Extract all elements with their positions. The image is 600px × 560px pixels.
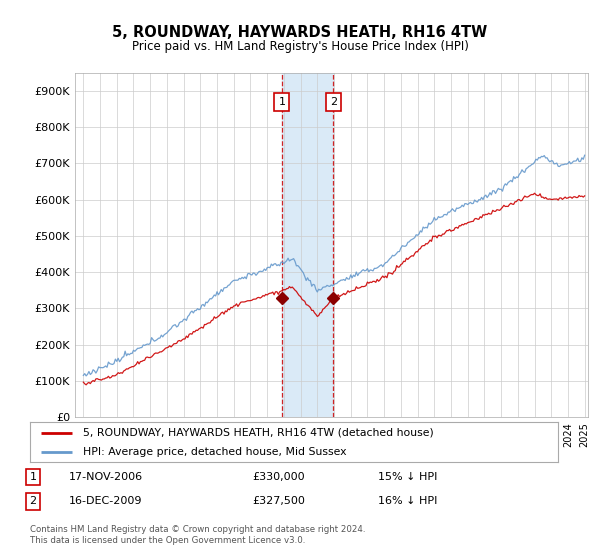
Text: Price paid vs. HM Land Registry's House Price Index (HPI): Price paid vs. HM Land Registry's House … [131,40,469,53]
Text: 16% ↓ HPI: 16% ↓ HPI [378,496,437,506]
Text: £327,500: £327,500 [252,496,305,506]
Text: 15% ↓ HPI: 15% ↓ HPI [378,472,437,482]
Text: 5, ROUNDWAY, HAYWARDS HEATH, RH16 4TW (detached house): 5, ROUNDWAY, HAYWARDS HEATH, RH16 4TW (d… [83,428,434,438]
Text: Contains HM Land Registry data © Crown copyright and database right 2024.
This d: Contains HM Land Registry data © Crown c… [30,525,365,545]
Text: 17-NOV-2006: 17-NOV-2006 [69,472,143,482]
Text: 5, ROUNDWAY, HAYWARDS HEATH, RH16 4TW: 5, ROUNDWAY, HAYWARDS HEATH, RH16 4TW [112,25,488,40]
Text: £330,000: £330,000 [252,472,305,482]
Text: 1: 1 [278,97,286,107]
Text: 1: 1 [29,472,37,482]
Text: 2: 2 [29,496,37,506]
Text: 2: 2 [330,97,337,107]
Bar [282,73,334,417]
Text: HPI: Average price, detached house, Mid Sussex: HPI: Average price, detached house, Mid … [83,446,346,456]
Text: 16-DEC-2009: 16-DEC-2009 [69,496,143,506]
